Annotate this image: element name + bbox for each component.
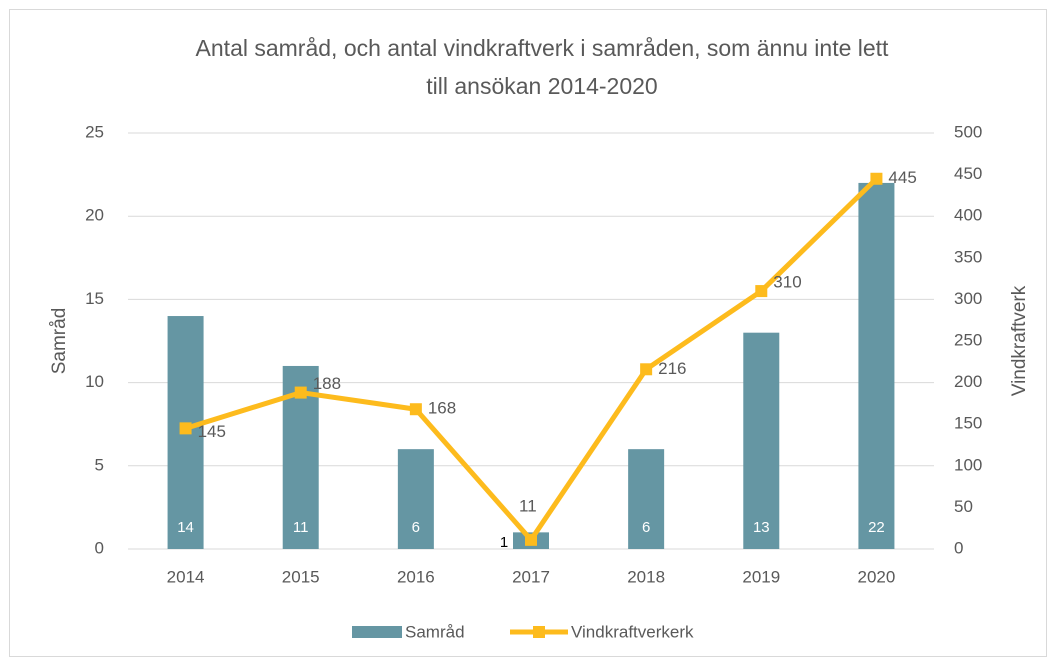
y2-tick-label: 100 [954,455,982,474]
x-tick-label: 2020 [858,567,896,586]
y2-tick-label: 500 [954,122,982,141]
x-tick-label: 2017 [512,567,550,586]
y-tick-label: 5 [95,455,104,474]
x-tick-label: 2019 [742,567,780,586]
bar-value-label: 13 [753,519,770,536]
y2-tick-label: 350 [954,247,982,266]
x-tick-label: 2015 [282,567,320,586]
line-marker [640,363,653,376]
line-value-label: 188 [313,374,341,393]
line-marker [870,172,883,185]
bar-value-label: 1 [500,534,508,551]
bar [397,449,434,549]
line-value-label: 216 [658,359,686,378]
y2-tick-label: 200 [954,372,982,391]
line-value-label: 445 [888,168,916,187]
line-marker [755,285,768,298]
bar [858,182,895,550]
y-tick-label: 20 [85,206,104,225]
bar [743,332,780,549]
bar-value-label: 11 [293,519,309,536]
line-marker [294,386,307,399]
x-tick-label: 2018 [627,567,665,586]
y2-tick-label: 50 [954,497,973,516]
line-marker [409,403,422,416]
y-tick-label: 25 [85,122,104,141]
y2-tick-label: 250 [954,330,982,349]
y-tick-label: 15 [85,289,104,308]
y-tick-label: 0 [95,538,104,557]
x-tick-label: 2014 [167,567,205,586]
y-axis-title: Samråd [49,308,70,375]
line-value-label: 168 [428,399,456,418]
bar [628,449,665,549]
y2-axis-title: Vindkraftverk [1009,285,1030,396]
y2-tick-label: 300 [954,289,982,308]
line-marker [525,533,537,546]
legend-label: Samråd [405,622,465,641]
y2-tick-label: 150 [954,414,982,433]
bar-value-label: 14 [177,519,194,536]
y2-tick-label: 0 [954,538,963,557]
line-value-label: 310 [773,273,801,292]
legend-swatch [352,626,402,638]
legend-swatch [533,626,545,638]
line-value-label: 11 [519,496,537,515]
chart-title: till ansökan 2014-2020 [426,73,657,99]
y2-tick-label: 450 [954,164,982,183]
line-marker [179,422,192,435]
legend-label: Vindkraftverkerk [571,622,694,641]
line-value-label: 145 [198,422,226,441]
chart-title: Antal samråd, och antal vindkraftverk i … [196,35,890,61]
y2-tick-label: 400 [954,206,982,225]
bar-value-label: 6 [642,519,650,536]
x-tick-label: 2016 [397,567,435,586]
bar-value-label: 22 [868,519,885,536]
bar-value-label: 6 [412,519,420,536]
y-tick-label: 10 [85,372,104,391]
